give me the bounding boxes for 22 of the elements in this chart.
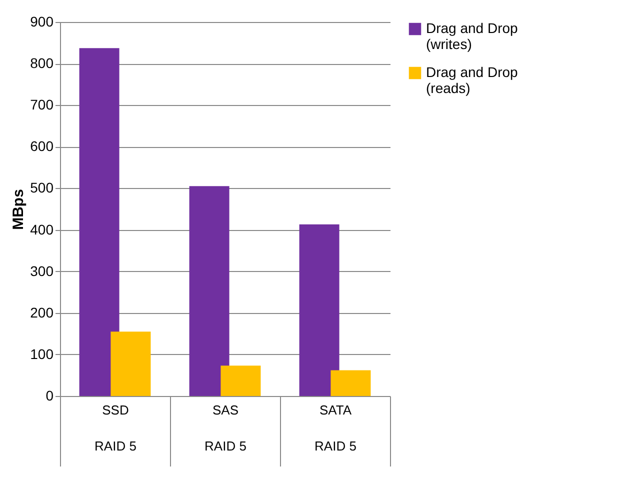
y-tick-label: 300 xyxy=(30,262,54,279)
bar xyxy=(330,370,371,396)
y-tick-label: 800 xyxy=(30,55,54,72)
legend-label: Drag and Drop (writes) xyxy=(426,20,518,52)
y-tick-label: 400 xyxy=(30,221,54,238)
category-label: SAS RAID 5 xyxy=(204,402,246,454)
category-label: SSD RAID 5 xyxy=(94,402,136,454)
y-tick-label: 700 xyxy=(30,96,54,113)
y-tick-label: 500 xyxy=(30,180,54,196)
y-tick-label: 600 xyxy=(30,138,54,154)
bar xyxy=(189,186,230,396)
bar xyxy=(220,366,261,396)
y-tick-label: 900 xyxy=(30,14,54,30)
y-tick-label: 0 xyxy=(46,388,54,404)
y-tick-label: 100 xyxy=(30,346,54,362)
y-axis-title: MBps xyxy=(10,189,28,230)
legend-label: Drag and Drop (reads) xyxy=(426,64,518,96)
bar xyxy=(79,48,120,396)
bar xyxy=(299,224,340,396)
bar xyxy=(110,332,151,396)
category-label: SATA RAID 5 xyxy=(314,402,356,454)
y-tick-label: 200 xyxy=(30,304,54,320)
